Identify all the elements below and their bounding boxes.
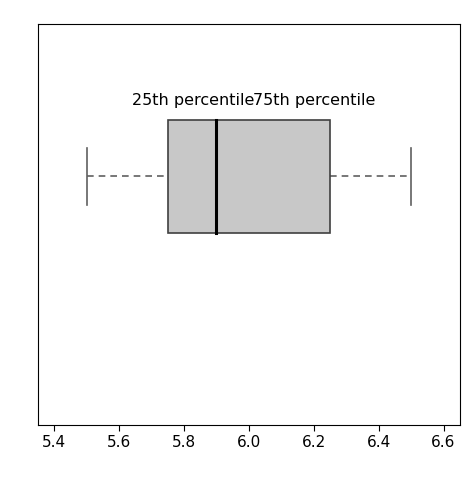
Text: 25th percentile: 25th percentile (133, 93, 255, 108)
Text: 75th percentile: 75th percentile (253, 93, 375, 108)
Bar (168, 120, 330, 233)
